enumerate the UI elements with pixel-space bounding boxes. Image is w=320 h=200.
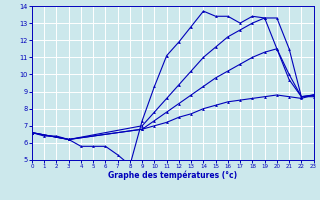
- X-axis label: Graphe des températures (°c): Graphe des températures (°c): [108, 171, 237, 180]
